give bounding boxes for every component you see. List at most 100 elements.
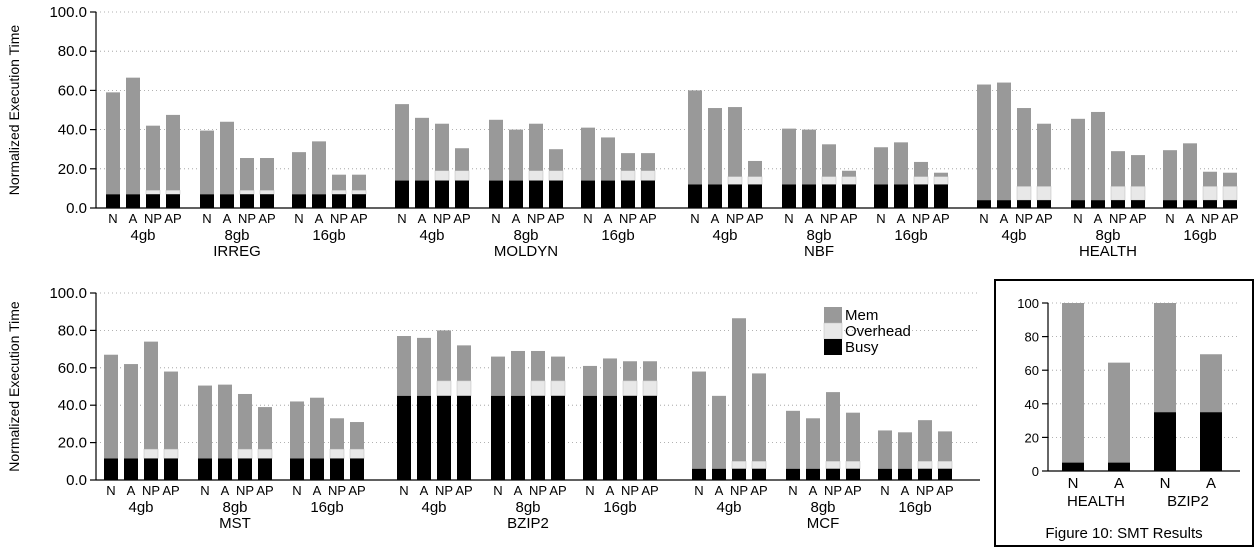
bar-busy-segment (292, 194, 306, 208)
bar-label: NP (328, 483, 346, 498)
figure-caption: Figure 10: SMT Results (1045, 525, 1202, 542)
bar-busy-segment (583, 395, 597, 480)
y-tick-label: 20.0 (58, 161, 87, 178)
bar-mem-segment (220, 121, 234, 195)
bar-busy-segment (258, 458, 272, 480)
bar-overhead-segment (620, 170, 636, 181)
bar-busy-segment (752, 468, 766, 480)
bar-mem-segment (240, 158, 254, 191)
bar-busy-segment (643, 395, 657, 480)
y-tick-label: 20 (1025, 430, 1039, 445)
bar-busy-segment (601, 180, 615, 208)
bar-busy-segment (198, 458, 212, 480)
bar-label: N (690, 211, 699, 226)
bar-busy-segment (220, 194, 234, 208)
bar-label: N (1073, 211, 1082, 226)
size-group-label: 8gb (224, 227, 249, 244)
bar-mem-segment (124, 364, 138, 459)
bar-mem-segment (238, 393, 252, 450)
bar-busy-segment (1091, 200, 1105, 208)
size-group-label: 8gb (513, 227, 538, 244)
bar-overhead-segment (530, 380, 546, 397)
bar-mem-segment (146, 125, 160, 191)
bar-busy-segment (842, 184, 856, 208)
bar-busy-segment (918, 468, 932, 480)
y-tick-label: 60.0 (58, 82, 87, 99)
bar-mem-segment (822, 144, 836, 177)
bar-mem-segment (688, 90, 702, 185)
bar-label: AP (844, 483, 861, 498)
legend-label: Busy (845, 339, 879, 356)
bar-mem-segment (312, 141, 326, 195)
bar-mem-segment (106, 92, 120, 195)
bar-label: N (399, 483, 408, 498)
benchmark-label: BZIP2 (1167, 493, 1209, 510)
bar-label: A (127, 483, 136, 498)
bar-busy-segment (511, 395, 525, 480)
bar-busy-segment (688, 184, 702, 208)
bar-label: A (604, 211, 613, 226)
bar-overhead-segment (825, 461, 841, 470)
bar-mem-segment (997, 82, 1011, 201)
bar-label: A (512, 211, 521, 226)
bar-mem-segment (894, 142, 908, 185)
bar-busy-segment (641, 180, 655, 208)
bar-busy-segment (826, 468, 840, 480)
legend-label: Mem (845, 307, 878, 324)
bar-mem-segment (826, 392, 840, 462)
bar-label: AP (549, 483, 566, 498)
y-tick-label: 40.0 (58, 397, 87, 414)
bar-busy-segment (350, 458, 364, 480)
bar-busy-segment (260, 194, 274, 208)
bar-busy-segment (822, 184, 836, 208)
bar-busy-segment (166, 194, 180, 208)
bar-mem-segment (1183, 143, 1197, 201)
bar-mem-segment (977, 84, 991, 201)
bar-mem-segment (1131, 155, 1145, 187)
bar-label: A (1000, 211, 1009, 226)
bar-label: AP (258, 211, 275, 226)
bar-overhead-segment (436, 380, 452, 397)
bar-label: N (585, 483, 594, 498)
bar-busy-segment (938, 468, 952, 480)
bar-busy-segment (437, 395, 451, 480)
bar-label: AP (453, 211, 470, 226)
bar-label: N (397, 211, 406, 226)
bar-label: NP (144, 211, 162, 226)
bar-mem-segment (842, 170, 856, 177)
bar-busy-segment (1163, 200, 1177, 208)
bar-label: NP (730, 483, 748, 498)
size-group-label: 4gb (716, 499, 741, 516)
chart-bottom-panel: 0.0 20.0 40.0 60.0 80.0 100.0 Normalized Execu… (6, 285, 980, 532)
bar-mem-segment (457, 345, 471, 381)
y-axis-title: Normalized Execution Time (6, 25, 22, 196)
y-tick-label: 100 (1017, 296, 1039, 311)
bar-overhead-segment (731, 461, 747, 470)
y-tick-label: 80.0 (58, 43, 87, 60)
bar-label: NP (433, 211, 451, 226)
size-group-label: 16gb (603, 499, 636, 516)
bar-label: A (1094, 211, 1103, 226)
bar-overhead-segment (163, 448, 179, 459)
bar-label: A (315, 211, 324, 226)
bar-label: N (202, 211, 211, 226)
bar-mem-segment (603, 358, 617, 396)
bar-mem-segment (166, 114, 180, 191)
benchmark-label: IRREG (213, 243, 261, 260)
bar-busy-segment (712, 468, 726, 480)
bar-label: AP (641, 483, 658, 498)
bar-label: A (1206, 475, 1216, 492)
bar-label: A (129, 211, 138, 226)
bar-label: AP (164, 211, 181, 226)
bar-overhead-segment (548, 170, 564, 181)
bar-mem-segment (752, 373, 766, 462)
bar-overhead-segment (841, 176, 857, 185)
bar-label: AP (162, 483, 179, 498)
bar-mem-segment (878, 430, 892, 469)
legend-swatch (824, 339, 842, 355)
bar-busy-segment (240, 194, 254, 208)
benchmark-label: MCF (807, 515, 840, 532)
bar-mem-segment (728, 107, 742, 177)
size-group-label: 16gb (601, 227, 634, 244)
bar-mem-segment (914, 161, 928, 177)
